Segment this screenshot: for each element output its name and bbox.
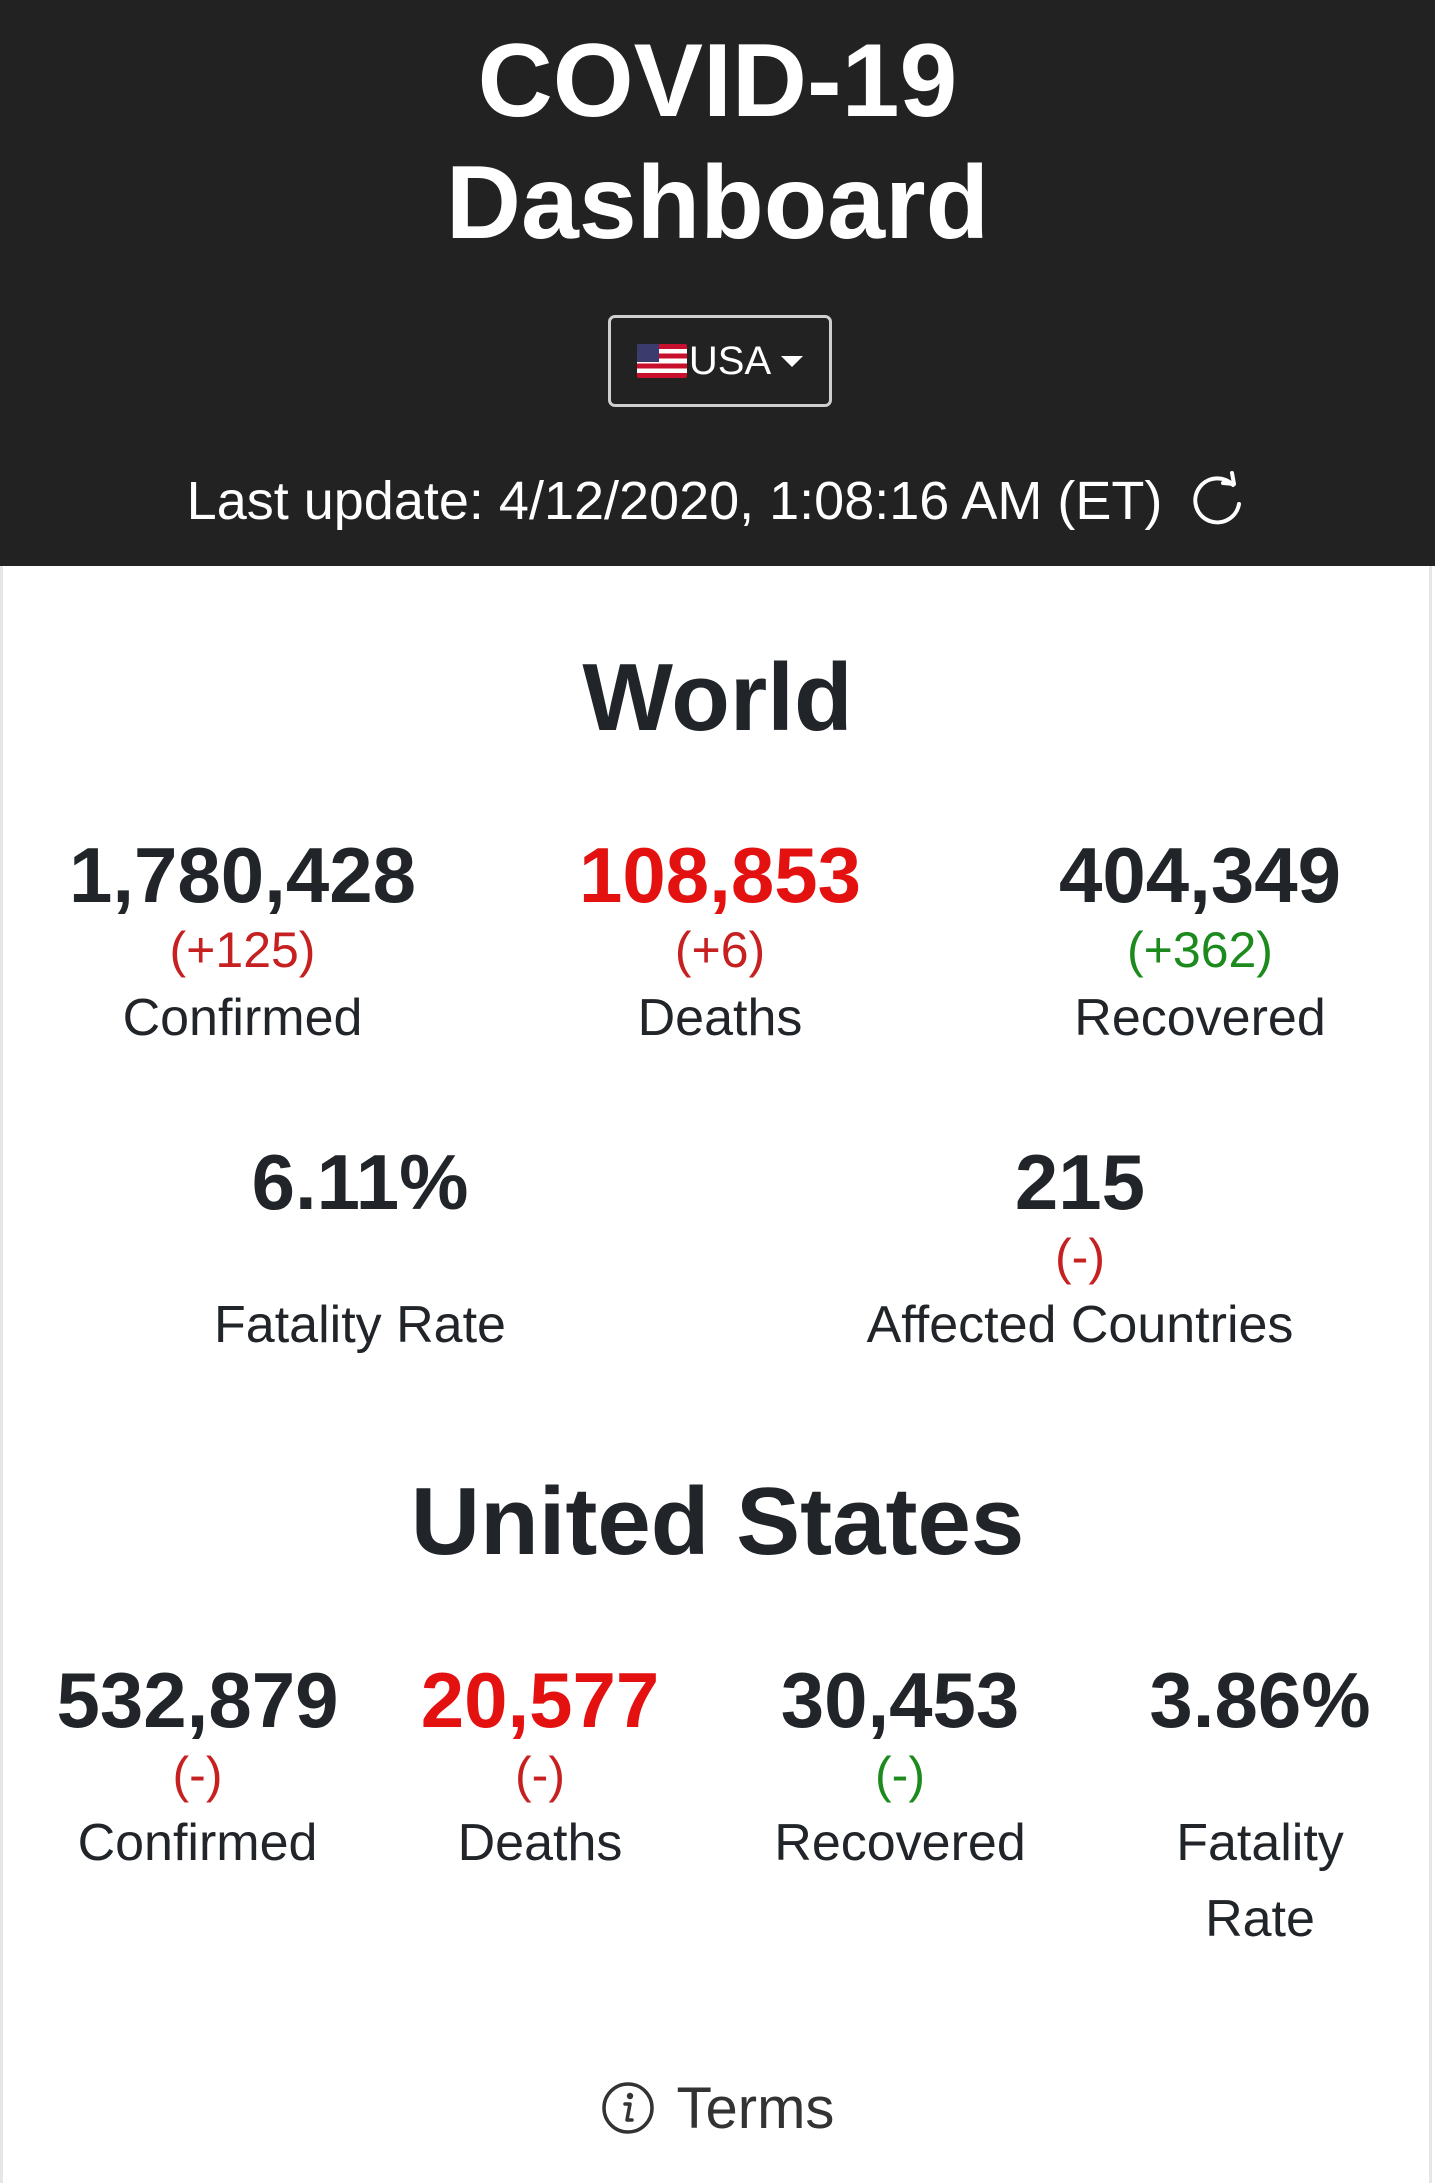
world-recovered-stat: 404,349 (+362) Recovered bbox=[1000, 830, 1400, 1056]
terms-label: Terms bbox=[676, 2075, 835, 2141]
us-fatality-rate-value: 3.86% bbox=[1149, 1656, 1371, 1744]
us-confirmed-stat: 532,879 (-) Confirmed bbox=[30, 1655, 365, 1881]
last-update-row: Last update: 4/12/2020, 1:08:16 AM (ET) bbox=[0, 466, 1435, 536]
world-confirmed-label: Confirmed bbox=[122, 989, 363, 1047]
us-section-title: United States bbox=[410, 1468, 1025, 1575]
world-deaths-stat: 108,853 (+6) Deaths bbox=[520, 830, 920, 1056]
country-select-label: USA bbox=[688, 338, 772, 383]
us-recovered-label: Recovered bbox=[774, 1814, 1026, 1872]
us-fatality-rate-label-line-2: Rate bbox=[1205, 1890, 1315, 1948]
world-fatality-rate-label: Fatality Rate bbox=[214, 1296, 506, 1354]
world-affected-countries-value: 215 bbox=[1014, 1138, 1146, 1226]
world-recovered-value: 404,349 bbox=[1059, 831, 1341, 919]
us-deaths-value: 20,577 bbox=[420, 1656, 660, 1744]
world-confirmed-value: 1,780,428 bbox=[68, 831, 416, 919]
last-update-text: Last update: 4/12/2020, 1:08:16 AM (ET) bbox=[186, 471, 1163, 531]
us-recovered-value: 30,453 bbox=[780, 1656, 1020, 1744]
us-confirmed-value: 532,879 bbox=[56, 1656, 339, 1744]
content-panel bbox=[0, 566, 1432, 2183]
title-line-1: COVID-19 bbox=[477, 23, 958, 139]
world-confirmed-stat: 1,780,428 (+125) Confirmed bbox=[30, 830, 455, 1056]
world-recovered-label: Recovered bbox=[1074, 989, 1326, 1047]
world-confirmed-change: (+125) bbox=[169, 922, 316, 978]
caret-down-icon bbox=[781, 355, 804, 367]
world-affected-countries-change: (-) bbox=[1055, 1229, 1105, 1285]
world-recovered-change: (+362) bbox=[1127, 922, 1273, 978]
world-deaths-change: (+6) bbox=[674, 922, 766, 978]
header: COVID-19 Dashboard USA Last update: 4/12… bbox=[0, 0, 1435, 566]
world-section-title: World bbox=[582, 644, 853, 751]
page-title: COVID-19 Dashboard bbox=[0, 20, 1435, 264]
us-deaths-stat: 20,577 (-) Deaths bbox=[375, 1655, 705, 1881]
us-recovered-change: (-) bbox=[875, 1747, 925, 1803]
world-deaths-label: Deaths bbox=[637, 989, 803, 1047]
us-deaths-change: (-) bbox=[515, 1747, 565, 1803]
refresh-icon[interactable] bbox=[1186, 470, 1248, 532]
title-line-2: Dashboard bbox=[445, 145, 990, 261]
us-fatality-rate-label-line-1: Fatality bbox=[1176, 1814, 1344, 1872]
country-select-button[interactable]: USA bbox=[608, 315, 832, 407]
world-affected-countries-stat: 215 (-) Affected Countries bbox=[820, 1137, 1340, 1363]
us-flag-icon bbox=[636, 344, 687, 378]
world-fatality-rate-value: 6.11% bbox=[251, 1138, 469, 1226]
info-icon bbox=[601, 2082, 654, 2134]
us-fatality-rate-stat: 3.86% Fatality Rate bbox=[1095, 1655, 1425, 1957]
us-recovered-stat: 30,453 (-) Recovered bbox=[735, 1655, 1065, 1881]
world-deaths-value: 108,853 bbox=[579, 831, 861, 919]
world-fatality-rate-stat: 6.11% Fatality Rate bbox=[160, 1137, 560, 1363]
us-deaths-label: Deaths bbox=[457, 1814, 623, 1872]
us-confirmed-label: Confirmed bbox=[77, 1814, 318, 1872]
world-affected-countries-label: Affected Countries bbox=[866, 1296, 1294, 1354]
us-confirmed-change: (-) bbox=[172, 1747, 223, 1803]
terms-link[interactable]: Terms bbox=[0, 2068, 1435, 2148]
